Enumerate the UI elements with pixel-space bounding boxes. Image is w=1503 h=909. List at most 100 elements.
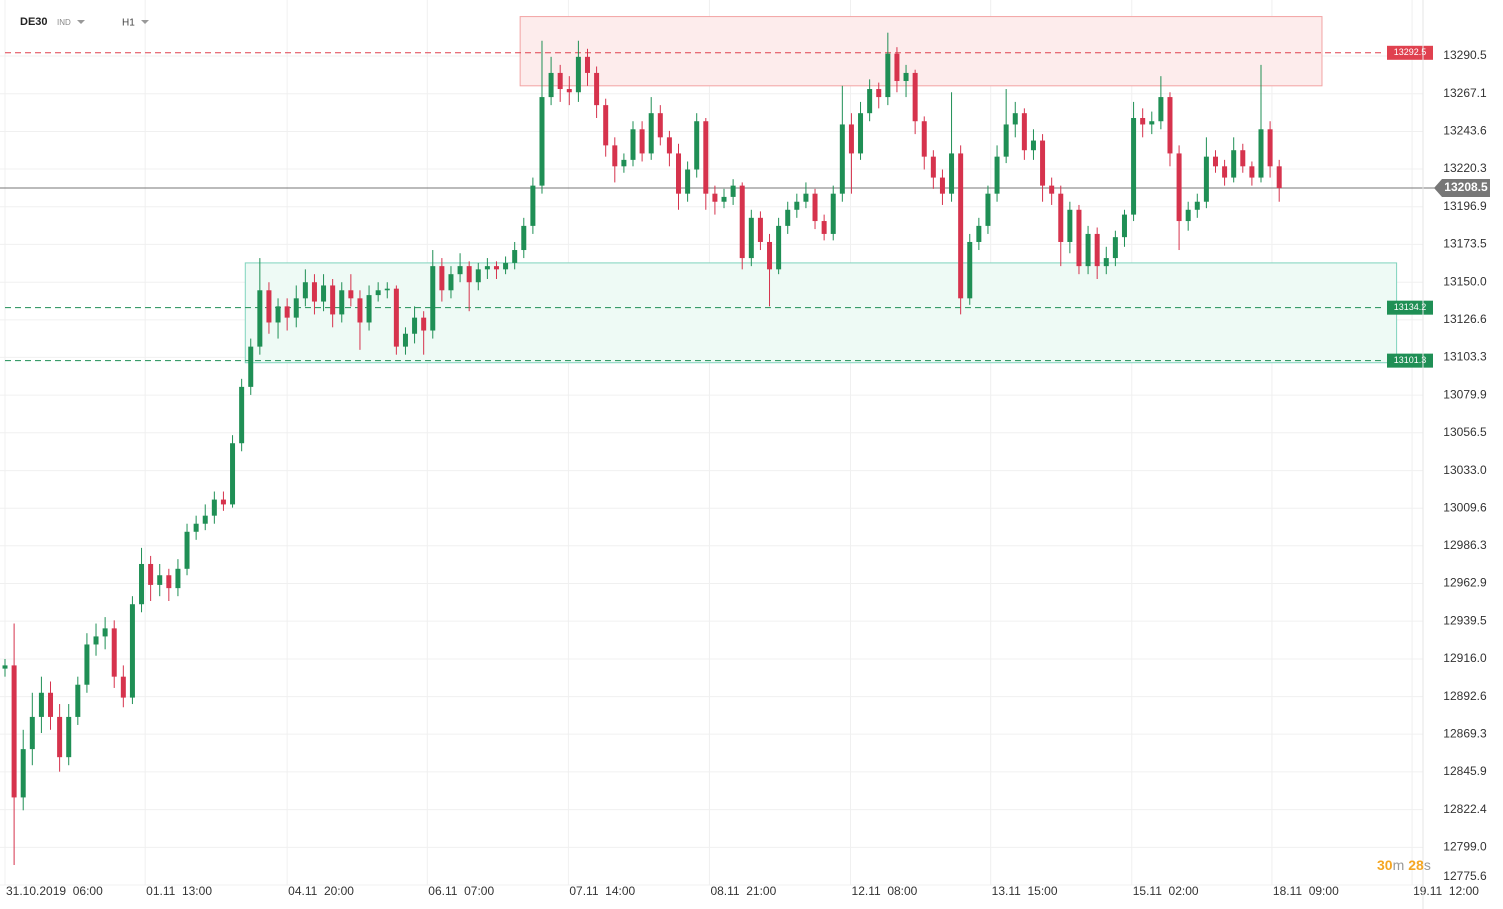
candle-body [685, 169, 691, 194]
x-tick-label: 15.11 02:00 [1133, 884, 1199, 898]
zones [244, 16, 1398, 364]
candle-body [184, 531, 190, 569]
candle-body [867, 89, 873, 114]
grid [0, 0, 1423, 886]
candle-body [102, 628, 108, 637]
y-tick-label: 12962.9 [1443, 576, 1487, 590]
y-tick-label: 13103.3 [1443, 350, 1487, 364]
candle-body [530, 185, 536, 226]
candle-body [1140, 118, 1146, 125]
candle-body [421, 317, 427, 331]
levels: 13292.5 13134.2 13101.3 13208.5 [0, 45, 1490, 368]
candle-body [2, 665, 8, 669]
candle-body [93, 636, 99, 645]
level-label: 13101.3 [1394, 355, 1427, 365]
y-tick-label: 13033.0 [1443, 463, 1487, 477]
candle-body [1276, 166, 1282, 189]
candle-body [239, 386, 245, 444]
candle-body [211, 499, 217, 516]
x-tick-label: 07.11 14:00 [569, 884, 635, 898]
countdown-unit: m [1393, 857, 1405, 873]
x-tick-label: 01.11 13:00 [146, 884, 212, 898]
y-tick-label: 13290.5 [1443, 48, 1487, 62]
candle-body [939, 177, 945, 194]
candle-body [785, 209, 791, 226]
candle-body [1103, 258, 1109, 267]
candle-body [912, 72, 918, 122]
candle-body [348, 290, 354, 299]
candle-body [657, 113, 663, 138]
candle-body [448, 274, 454, 291]
candle-body [930, 156, 936, 178]
candle-body [120, 676, 126, 698]
axes: 13290.5 13267.1 13243.6 13220.3 13196.9 13173… [6, 0, 1487, 909]
candle-body [248, 346, 254, 387]
candle-body [639, 129, 645, 154]
caret[interactable] [141, 20, 149, 24]
candle-body [584, 56, 590, 73]
candle-body [1131, 118, 1137, 215]
candle-body [275, 306, 281, 323]
candle-body [521, 225, 527, 251]
y-tick-label: 12986.3 [1443, 538, 1487, 552]
candle-body [1212, 156, 1218, 167]
candle-body [1085, 233, 1091, 267]
candle-body [1240, 150, 1246, 167]
candles [2, 32, 1282, 866]
candle-body [111, 628, 117, 677]
candle-body [894, 53, 900, 81]
candle-body [202, 515, 208, 524]
candle-body [321, 285, 327, 302]
candle-body [266, 290, 272, 323]
candle-body [38, 692, 44, 717]
caret[interactable] [77, 20, 85, 24]
candle-body [949, 153, 955, 194]
candle-body [503, 262, 509, 270]
level-tag [1387, 45, 1433, 60]
candle-body [676, 153, 682, 194]
candle-body [375, 290, 381, 296]
candle-body [594, 72, 600, 106]
candle-body [666, 137, 672, 154]
symbol[interactable]: DE30 [20, 16, 48, 28]
candle-body [1049, 185, 1055, 194]
candle-body [311, 282, 317, 302]
candle-body [330, 285, 336, 315]
y-tick-label: 13009.6 [1443, 500, 1487, 514]
candle-body [402, 333, 408, 347]
candle-body [466, 266, 472, 283]
candle-body [648, 113, 654, 154]
candle-body [739, 185, 745, 259]
candle-body [512, 250, 518, 263]
x-tick-label: 06.11 07:00 [428, 884, 494, 898]
candle-body [48, 692, 54, 717]
x-tick-label: 13.11 15:00 [992, 884, 1058, 898]
candle-body [57, 716, 63, 758]
candle-body [903, 72, 909, 81]
candle-body [1185, 209, 1191, 222]
candle-body [621, 159, 627, 167]
candle-body [384, 288, 390, 291]
candle-body [148, 563, 154, 585]
candle-body [1149, 121, 1155, 125]
y-tick-label: 13126.6 [1443, 312, 1487, 326]
candle-body [812, 193, 818, 222]
y-tick-label: 12822.4 [1443, 802, 1487, 816]
candle-body [712, 193, 718, 202]
candle-body [630, 129, 636, 160]
candle-body [1267, 129, 1273, 167]
level-label: 13134.2 [1394, 302, 1427, 312]
y-tick-label: 12939.5 [1443, 613, 1487, 627]
market: IND [57, 18, 71, 27]
candle-body [484, 266, 490, 270]
x-tick-label: 12.11 08:00 [852, 884, 918, 898]
y-tick-label: 13150.0 [1443, 274, 1487, 288]
candle-body [1121, 214, 1127, 238]
interval[interactable]: H1 [122, 18, 135, 29]
candle-body [830, 193, 836, 234]
x-tick-label: 18.11 09:00 [1273, 884, 1339, 898]
candle-body [1094, 233, 1100, 267]
x-tick-label: 08.11 21:00 [710, 884, 776, 898]
y-tick-label: 13056.5 [1443, 425, 1487, 439]
candle-body [703, 121, 709, 194]
